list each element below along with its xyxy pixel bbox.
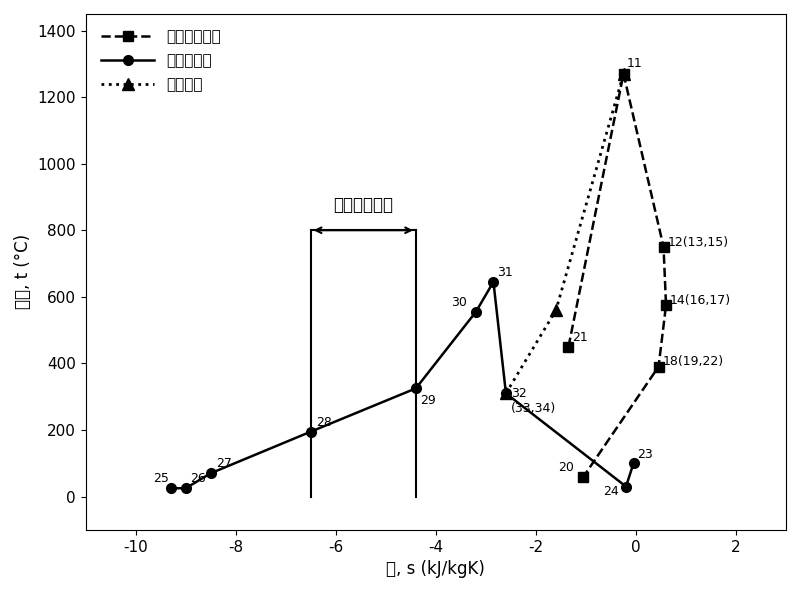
Line: 类朗肯循环: 类朗肯循环 xyxy=(166,277,638,493)
类勃雷登循环 xyxy=(654,363,663,370)
Text: 31: 31 xyxy=(498,266,513,278)
Text: 27: 27 xyxy=(216,457,232,470)
类勃雷登循环 xyxy=(662,301,671,308)
类朗肯循环 xyxy=(501,390,510,397)
Text: 20: 20 xyxy=(558,461,574,474)
类朗肯循环 xyxy=(471,308,481,316)
类勃雷登循环 xyxy=(658,243,668,250)
Text: 32
(33,34): 32 (33,34) xyxy=(511,387,556,415)
Line: 类勃雷登循环: 类勃雷登循环 xyxy=(564,69,671,481)
X-axis label: 熵, s (kJ/kgK): 熵, s (kJ/kgK) xyxy=(386,560,486,578)
类勃雷登循环 xyxy=(618,70,628,78)
重整过程 xyxy=(501,390,510,397)
类朗肯循环 xyxy=(166,485,175,492)
Text: 26: 26 xyxy=(190,472,206,485)
Text: 24: 24 xyxy=(603,485,619,498)
类朗肯循环 xyxy=(629,460,638,467)
类勃雷登循环 xyxy=(564,343,574,350)
类朗肯循环 xyxy=(306,428,316,435)
Text: 30: 30 xyxy=(451,296,466,309)
Text: 28: 28 xyxy=(316,416,332,429)
Text: 11: 11 xyxy=(626,57,642,70)
Y-axis label: 温度, t (°C): 温度, t (°C) xyxy=(14,234,32,310)
Text: 12(13,15): 12(13,15) xyxy=(667,236,729,249)
Text: 14(16,17): 14(16,17) xyxy=(670,294,731,307)
Text: 23: 23 xyxy=(638,448,654,461)
类朗肯循环 xyxy=(181,485,190,492)
类朗肯循环 xyxy=(622,483,631,490)
Legend: 类勃雷登循环, 类朗肯循环, 重整过程: 类勃雷登循环, 类朗肯循环, 重整过程 xyxy=(94,21,229,100)
类勃雷登循环 xyxy=(578,473,588,480)
Text: 21: 21 xyxy=(573,331,588,344)
Text: 18(19,22): 18(19,22) xyxy=(662,355,724,368)
Line: 重整过程: 重整过程 xyxy=(500,68,629,399)
Text: 25: 25 xyxy=(154,472,169,485)
重整过程 xyxy=(551,307,561,314)
类朗肯循环 xyxy=(411,385,421,392)
Text: 太阳能加热段: 太阳能加热段 xyxy=(334,195,394,214)
Text: 29: 29 xyxy=(420,394,436,407)
类朗肯循环 xyxy=(489,278,498,285)
重整过程 xyxy=(618,70,628,78)
类朗肯循环 xyxy=(206,469,215,477)
